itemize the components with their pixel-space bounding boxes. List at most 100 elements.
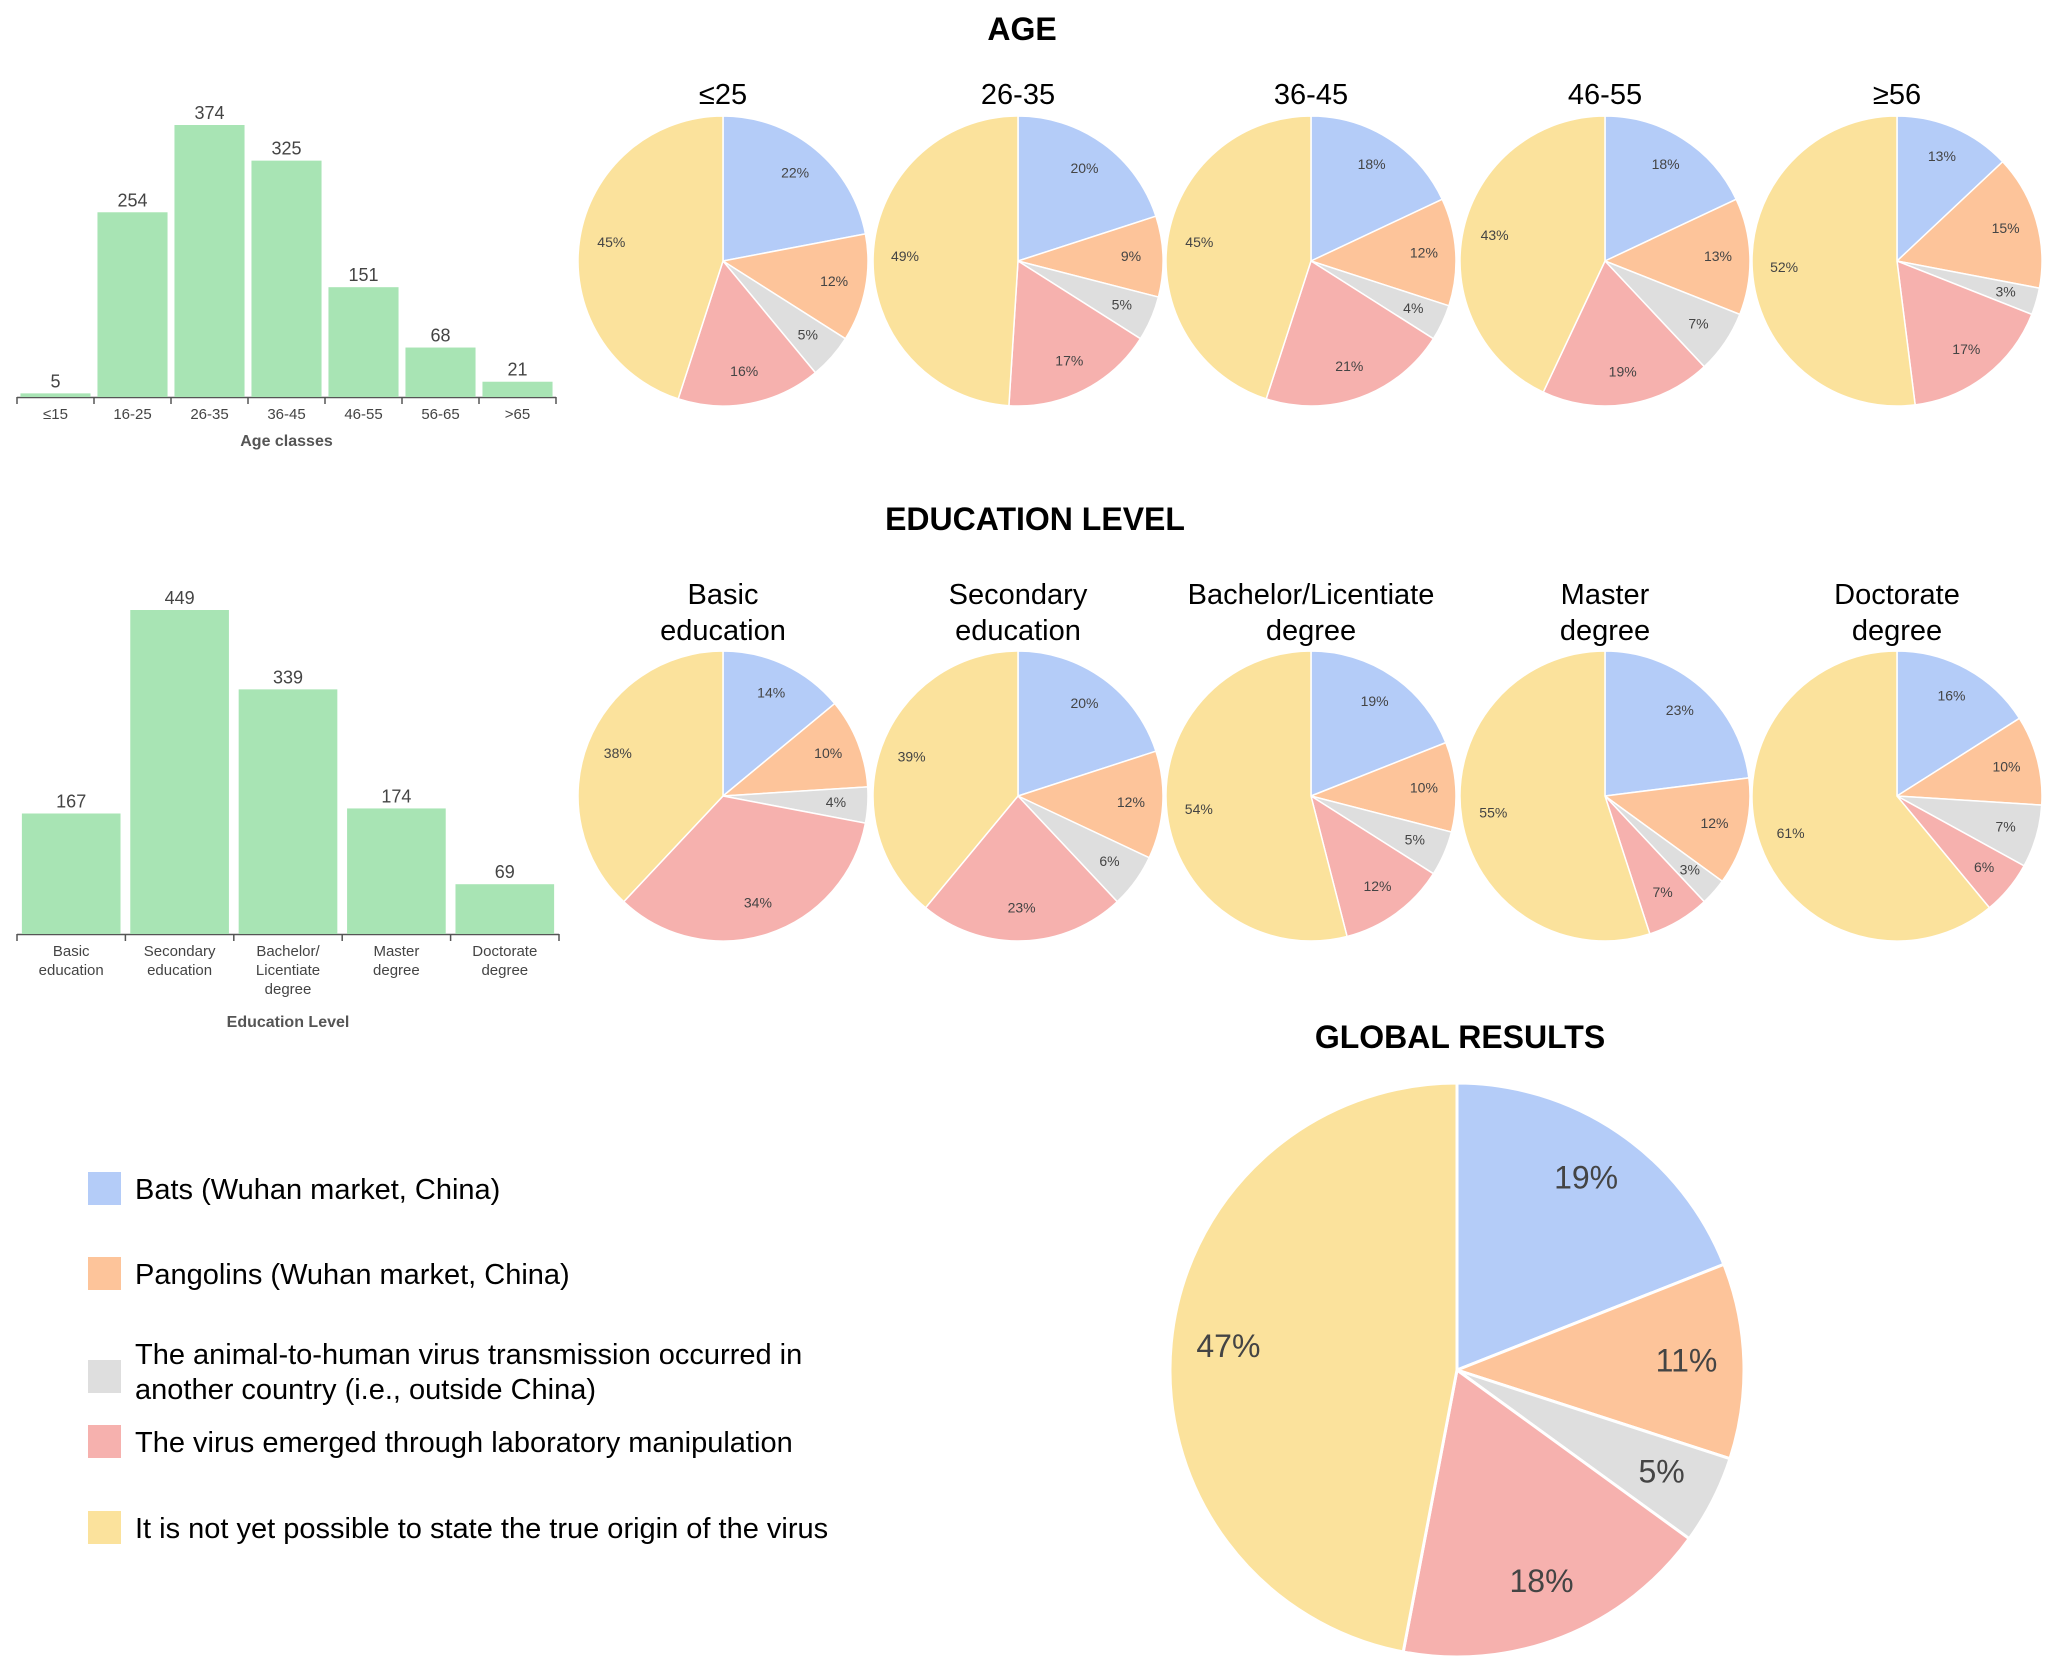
pie-percent-label: 17% bbox=[1055, 353, 1083, 369]
pie-percent-label: 10% bbox=[1992, 759, 2020, 775]
pie-chart: 46-55 18% 13% 7% 19% 43% bbox=[1459, 79, 1751, 407]
pie-title: Basic bbox=[688, 579, 759, 611]
education-pie-charts: Basic education 14% 10% 4% 34% 38% Secondary edu… bbox=[577, 579, 2043, 942]
pie-percent-label: 3% bbox=[1680, 862, 1700, 878]
bar-value-label: 151 bbox=[348, 265, 378, 285]
bar bbox=[482, 381, 553, 397]
pie-slice-bats bbox=[1896, 650, 2021, 798]
pie-slice-bats bbox=[1896, 115, 2004, 263]
pie-slice-unknown bbox=[1168, 1081, 1459, 1654]
pie-slice-bats bbox=[722, 115, 867, 262]
pie-percent-label: 12% bbox=[1117, 794, 1145, 810]
pie-slice-pangolins bbox=[1603, 776, 1751, 883]
x-tick-label: 36-45 bbox=[267, 406, 305, 423]
bar-value-label: 68 bbox=[430, 326, 450, 346]
bar bbox=[251, 160, 322, 397]
bar-value-label: 254 bbox=[117, 190, 147, 210]
legend-item-pangolins: Pangolins (Wuhan market, China) bbox=[88, 1257, 570, 1291]
bar bbox=[347, 808, 446, 934]
legend-label: The animal-to-human virus transmission o… bbox=[135, 1339, 802, 1371]
pie-slice-bats bbox=[1310, 650, 1447, 798]
pie-percent-label: 22% bbox=[781, 165, 809, 181]
pie-slice-pangolins bbox=[720, 232, 869, 340]
bar-value-label: 339 bbox=[273, 667, 303, 687]
pie-title: Doctorate bbox=[1834, 579, 1960, 611]
bar bbox=[455, 884, 555, 934]
bar bbox=[238, 689, 338, 934]
pie-slice-pangolins bbox=[1894, 717, 2043, 806]
pie-slice-laboratory bbox=[677, 259, 817, 407]
bar-value-label: 21 bbox=[507, 360, 527, 380]
pie-slice-bats bbox=[1017, 115, 1157, 263]
pie-slice-pangolins bbox=[1603, 198, 1751, 316]
pie-percent-label: 19% bbox=[1609, 363, 1637, 379]
pie-percent-label: 18% bbox=[1652, 156, 1680, 172]
pie-title: Bachelor/Licentiate bbox=[1188, 579, 1435, 611]
pie-slice-pangolins bbox=[1308, 198, 1457, 307]
bar-value-label: 449 bbox=[165, 588, 195, 608]
pie-percent-label: 5% bbox=[1405, 832, 1425, 848]
pie-percent-label: 12% bbox=[820, 273, 848, 289]
legend-label: Bats (Wuhan market, China) bbox=[135, 1174, 500, 1206]
bar bbox=[328, 287, 399, 397]
pie-slice-laboratory bbox=[1265, 259, 1435, 407]
pie-title: Secondary bbox=[949, 579, 1088, 611]
pie-slice-pangolins bbox=[1452, 1262, 1746, 1461]
pie-percent-label: 19% bbox=[1361, 693, 1389, 709]
pie-percent-label: 5% bbox=[1112, 297, 1132, 313]
legend: Bats (Wuhan market, China) Pangolins (Wuh… bbox=[88, 1172, 828, 1545]
pie-title: Master bbox=[1561, 579, 1650, 611]
bar bbox=[21, 813, 121, 934]
pie-percent-label: 17% bbox=[1952, 341, 1980, 357]
x-tick-label: 46-55 bbox=[344, 406, 382, 423]
pie-title: education bbox=[955, 615, 1081, 647]
pie-percent-label: 45% bbox=[1185, 234, 1213, 250]
pie-slice-laboratory bbox=[924, 794, 1119, 942]
pie-title: ≥56 bbox=[1873, 79, 1921, 111]
pie-slice-unknown bbox=[1751, 650, 1991, 942]
pie-slice-unknown bbox=[872, 115, 1019, 407]
legend-item-laboratory: The virus emerged through laboratory man… bbox=[88, 1425, 793, 1459]
pie-slice-unknown bbox=[577, 115, 724, 400]
pie-percent-label: 39% bbox=[898, 748, 926, 764]
pie-chart: ≤25 22% 12% 5% 16% 45% bbox=[577, 79, 869, 407]
pie-slice-unknown bbox=[872, 650, 1019, 909]
pie-title: ≤25 bbox=[699, 79, 747, 111]
pie-title: degree bbox=[1560, 615, 1650, 647]
pie-slice-unknown bbox=[1459, 115, 1606, 394]
age-bar-chart: 5 ≤15 254 16-25 374 26-35 325 36-45 151 46-55 68 56… bbox=[16, 103, 557, 450]
age-section-title: AGE bbox=[987, 11, 1056, 47]
age-pie-charts: ≤25 22% 12% 5% 16% 45% 26-35 20% 9% 5% 17% 49% 36-45… bbox=[577, 79, 2043, 407]
pie-slice-pangolins bbox=[1015, 750, 1164, 859]
x-tick-label: Secondary bbox=[144, 943, 216, 960]
pie-percent-label: 45% bbox=[597, 234, 625, 250]
pie-title: 46-55 bbox=[1568, 79, 1642, 111]
x-tick-label: Bachelor/ bbox=[256, 943, 320, 960]
x-axis-label: Age classes bbox=[240, 433, 333, 450]
bar bbox=[405, 347, 476, 397]
pie-chart: 36-45 18% 12% 4% 21% 45% bbox=[1165, 79, 1457, 407]
pie-slice-laboratory bbox=[1008, 259, 1142, 407]
x-tick-label: education bbox=[147, 962, 212, 979]
legend-label: It is not yet possible to state the true… bbox=[135, 1513, 828, 1545]
bar bbox=[174, 125, 245, 397]
x-tick-label: 26-35 bbox=[190, 406, 228, 423]
x-tick-label: ≤15 bbox=[43, 406, 68, 423]
pie-percent-label: 21% bbox=[1335, 358, 1363, 374]
pie-slice-pangolins bbox=[1308, 741, 1457, 833]
bar bbox=[130, 610, 229, 934]
pie-slice-laboratory bbox=[1542, 259, 1706, 407]
x-tick-label: degree bbox=[265, 981, 312, 998]
legend-label: Pangolins (Wuhan market, China) bbox=[135, 1259, 570, 1291]
pie-chart: ≥56 13% 15% 3% 17% 52% bbox=[1751, 79, 2043, 407]
pie-slice-unknown bbox=[1165, 650, 1348, 942]
pie-slice-pangolins bbox=[1015, 215, 1164, 298]
pie-percent-label: 18% bbox=[1509, 1563, 1573, 1599]
pie-slice-bats bbox=[1310, 115, 1444, 263]
pie-percent-label: 4% bbox=[826, 794, 846, 810]
pie-chart: 19% 11% 5% 18% 47% bbox=[1168, 1081, 1746, 1659]
pie-percent-label: 7% bbox=[1995, 818, 2015, 834]
education-section-title: EDUCATION LEVEL bbox=[885, 501, 1185, 537]
education-bar-chart: 167 Basic education 449 Secondary education 33… bbox=[16, 588, 560, 1031]
